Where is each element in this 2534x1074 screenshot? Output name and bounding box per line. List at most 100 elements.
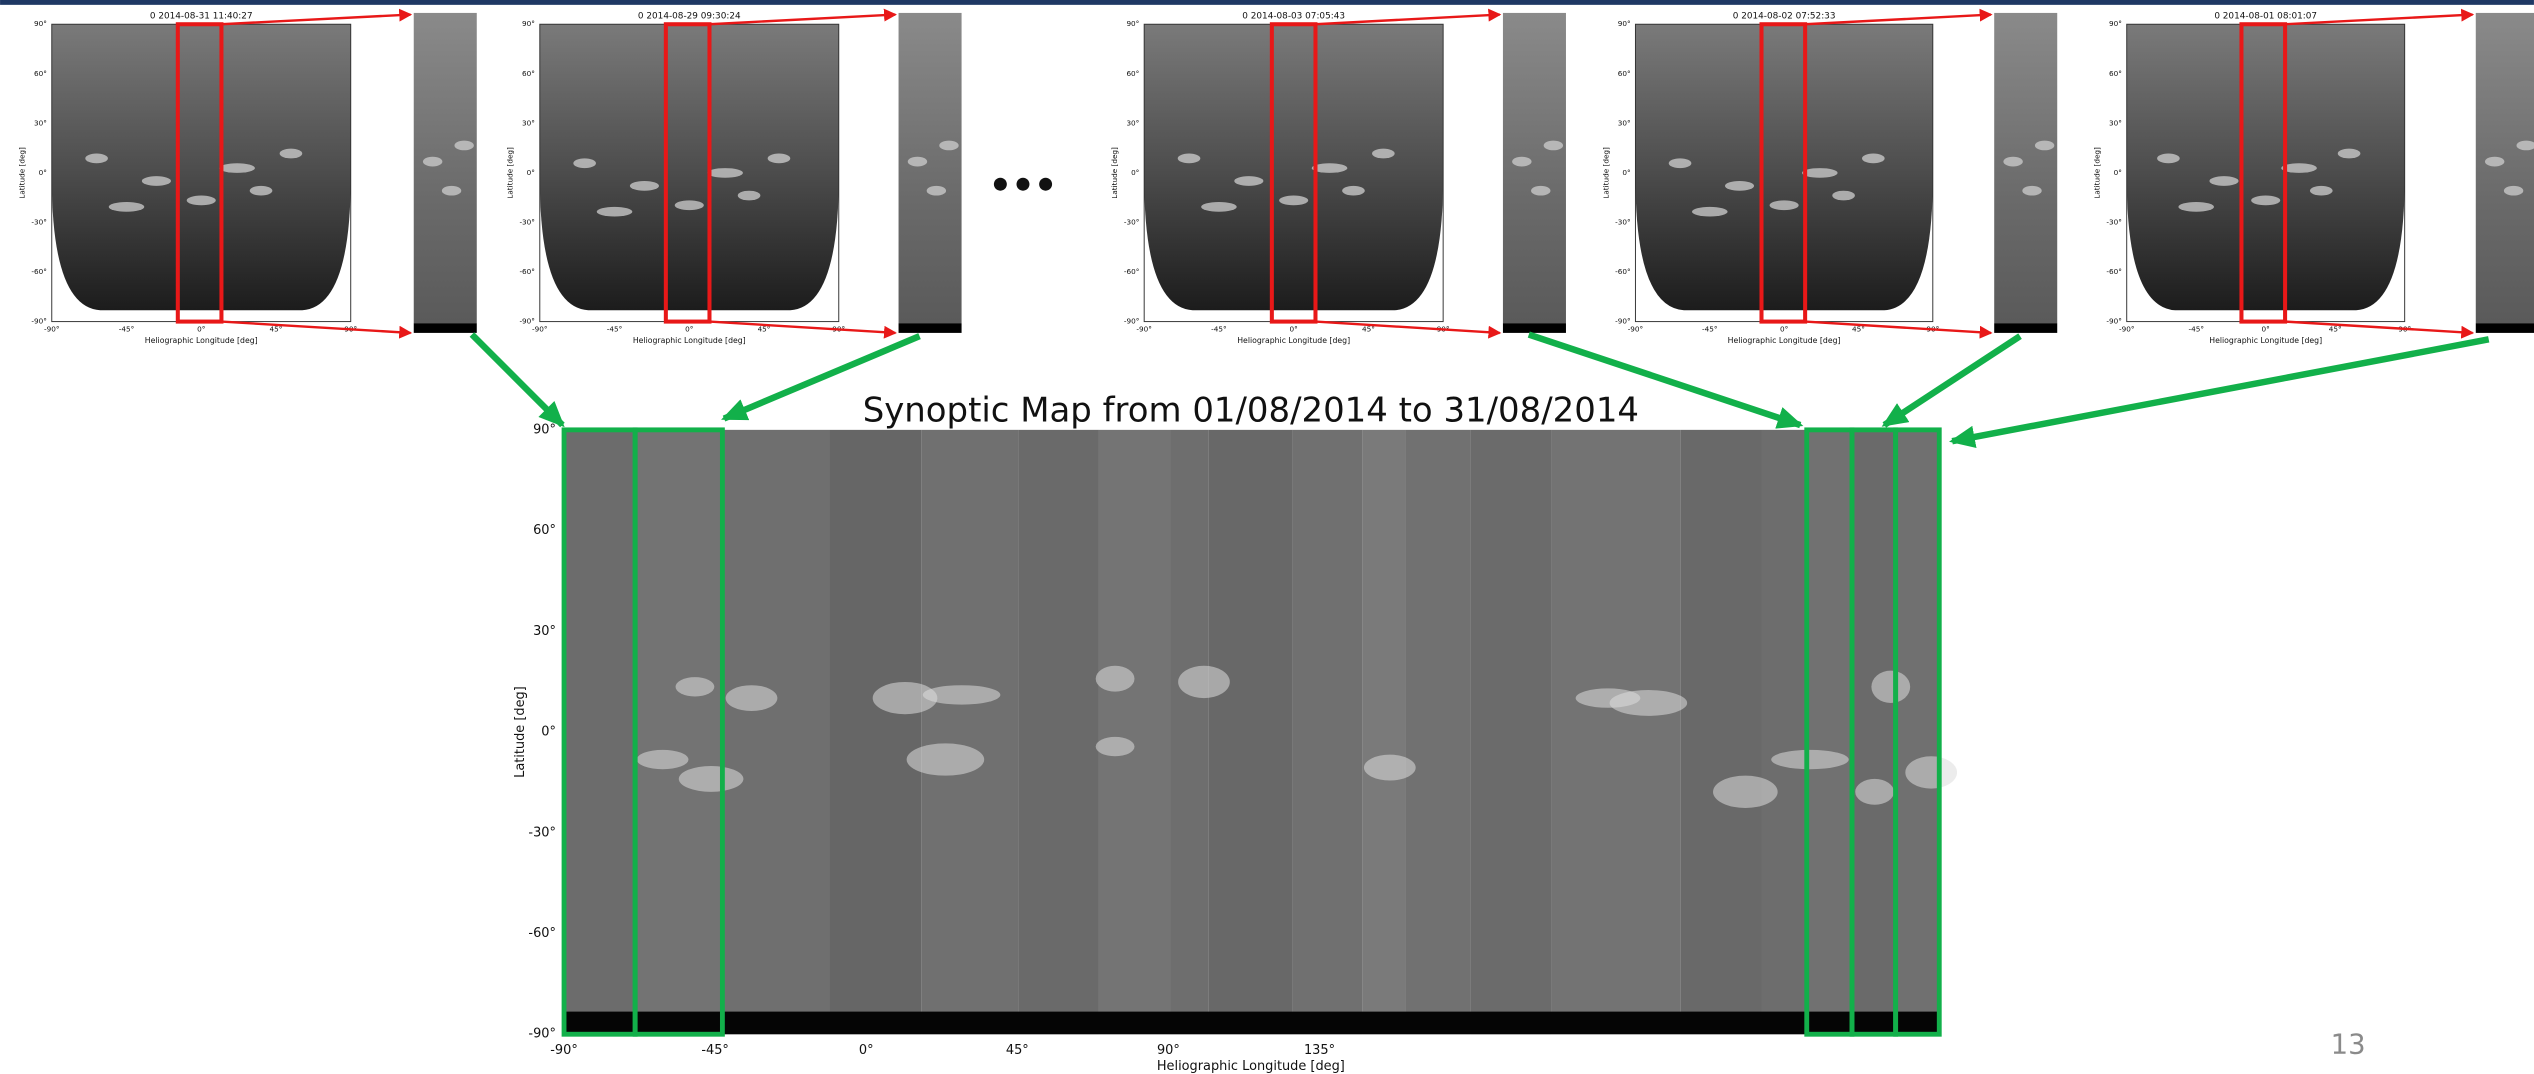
y-tick-label: 60° xyxy=(533,523,556,538)
strip-bottom xyxy=(899,323,962,333)
map-title: Synoptic Map from 01/08/2014 to 31/08/20… xyxy=(863,392,1639,431)
y-tick-label: 60° xyxy=(1618,69,1631,78)
synoptic-map: Synoptic Map from 01/08/2014 to 31/08/20… xyxy=(513,392,1957,1074)
sun-image xyxy=(1144,24,1443,310)
y-tick-label: 60° xyxy=(2109,69,2122,78)
y-tick-label: 0° xyxy=(39,168,47,177)
x-tick-label: 45° xyxy=(1006,1043,1029,1058)
y-tick-label: -60° xyxy=(528,926,556,941)
y-tick-label: 30° xyxy=(2109,118,2122,127)
green-arrow xyxy=(1884,336,2020,425)
active-region xyxy=(1802,168,1838,178)
active-region xyxy=(726,685,778,711)
y-tick-label: -30° xyxy=(2106,217,2122,226)
strip-bottom xyxy=(414,323,477,333)
y-tick-label: 30° xyxy=(533,624,556,639)
y-axis-label: Latitude [deg] xyxy=(1601,147,1610,199)
map-band xyxy=(1293,430,1362,1034)
panel: 0 2014-08-02 07:52:3390°60°30°0°-30°-60°… xyxy=(1601,12,2057,345)
map-band xyxy=(921,430,1018,1034)
y-tick-label: -60° xyxy=(31,267,46,276)
active-region xyxy=(923,685,1001,704)
active-region xyxy=(1692,207,1728,217)
panel: 0 2014-08-31 11:40:2790°60°30°0°-30°-60°… xyxy=(18,12,477,345)
ellipsis xyxy=(994,178,1052,191)
y-tick-label: 90° xyxy=(1618,19,1631,28)
panel-title: 0 2014-08-03 07:05:43 xyxy=(1242,12,1345,22)
y-tick-label: 30° xyxy=(1126,118,1139,127)
strip-region xyxy=(423,157,442,167)
x-tick-label: -90° xyxy=(532,325,548,334)
active-region xyxy=(1855,779,1894,805)
x-axis-label: Heliographic Longitude [deg] xyxy=(1237,336,1350,345)
extracted-strip xyxy=(1503,13,1566,323)
x-tick-label: 90° xyxy=(1157,1043,1180,1058)
y-tick-label: 0° xyxy=(1622,168,1630,177)
panel: 0 2014-08-29 09:30:2490°60°30°0°-30°-60°… xyxy=(506,12,962,345)
map-band xyxy=(1406,430,1471,1034)
x-tick-label: -45° xyxy=(119,325,135,334)
active-region xyxy=(1364,755,1416,781)
map-bottom xyxy=(564,1012,1939,1035)
page: { "panels": [ {"title": "0 2014-08-31 11… xyxy=(0,0,2534,1074)
active-region xyxy=(1096,737,1135,756)
y-tick-label: -60° xyxy=(1615,267,1631,276)
strip-region xyxy=(939,141,958,151)
y-axis-label: Latitude [deg] xyxy=(513,686,528,778)
active-region xyxy=(1178,154,1201,164)
y-tick-label: 0° xyxy=(541,725,556,740)
active-region xyxy=(142,176,171,186)
y-tick-label: 90° xyxy=(522,19,535,28)
x-axis-label: Heliographic Longitude [deg] xyxy=(145,336,258,345)
sun-image xyxy=(52,24,351,310)
y-tick-label: 90° xyxy=(34,19,47,28)
strip-bottom xyxy=(2476,323,2534,333)
active-region xyxy=(637,750,689,769)
y-axis-label: Latitude [deg] xyxy=(18,147,27,199)
active-region xyxy=(1871,671,1910,703)
x-tick-label: -45° xyxy=(1211,325,1227,334)
x-axis-label: Heliographic Longitude [deg] xyxy=(2209,336,2322,345)
green-arrow xyxy=(472,335,562,425)
active-region xyxy=(768,154,791,164)
map-band xyxy=(1807,430,1852,1034)
active-region xyxy=(1279,196,1308,206)
panel-title: 0 2014-08-01 08:01:07 xyxy=(2214,12,2317,22)
x-tick-label: -45° xyxy=(701,1043,729,1058)
y-tick-label: 0° xyxy=(1131,168,1139,177)
x-tick-label: 135° xyxy=(1304,1043,1335,1058)
strip-region xyxy=(442,186,461,196)
active-region xyxy=(907,743,985,775)
active-region xyxy=(1862,154,1885,164)
red-arrow xyxy=(1805,322,1991,333)
active-region xyxy=(280,149,303,159)
page-number: 13 xyxy=(2331,1030,2366,1061)
panel-title: 0 2014-08-02 07:52:33 xyxy=(1733,12,1836,22)
x-tick-label: 0° xyxy=(685,325,693,334)
y-tick-label: 90° xyxy=(533,422,556,437)
active-region xyxy=(630,181,659,191)
top-bar xyxy=(0,0,2534,5)
strip-region xyxy=(2035,141,2054,151)
map-band xyxy=(829,430,921,1034)
active-region xyxy=(675,200,704,210)
map-band xyxy=(722,430,829,1034)
strip-region xyxy=(1544,141,1563,151)
strip-region xyxy=(454,141,473,151)
active-region xyxy=(1713,776,1778,808)
y-tick-label: 90° xyxy=(2109,19,2122,28)
x-axis-label: Heliographic Longitude [deg] xyxy=(1157,1059,1345,1074)
y-tick-label: -30° xyxy=(1124,217,1140,226)
green-arrow xyxy=(1952,339,2489,441)
slide: 0 2014-08-31 11:40:2790°60°30°0°-30°-60°… xyxy=(0,0,2534,1074)
x-axis-label: Heliographic Longitude [deg] xyxy=(633,336,746,345)
active-region xyxy=(738,191,761,201)
extracted-strip xyxy=(899,13,962,323)
active-region xyxy=(1669,158,1692,168)
active-region xyxy=(707,168,743,178)
active-region xyxy=(109,202,145,212)
active-region xyxy=(573,158,596,168)
active-region xyxy=(1725,181,1754,191)
strip-region xyxy=(1512,157,1531,167)
active-region xyxy=(1832,191,1855,201)
